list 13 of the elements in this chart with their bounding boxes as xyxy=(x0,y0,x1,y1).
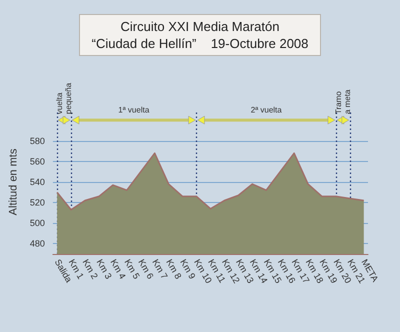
chart-subtitle: “Ciudad de Hellín” 19-Octubre 2008 xyxy=(92,36,308,51)
annotation: 2ª vuelta xyxy=(250,106,282,115)
y-tick-label: 540 xyxy=(30,177,45,187)
y-tick-label: 560 xyxy=(30,156,45,166)
y-tick-label: 580 xyxy=(30,136,45,146)
y-tick-label: 500 xyxy=(30,218,45,228)
y-axis-title: Altitud en mts xyxy=(8,148,20,216)
annotation: 1ª vuelta xyxy=(118,106,150,115)
y-tick-label: 480 xyxy=(30,238,45,249)
chart-title: Circuito XXI Media Maratón xyxy=(120,19,280,34)
annotation: vuelta pequeña xyxy=(55,82,74,114)
y-tick-label: 520 xyxy=(30,198,45,208)
annotation: Tramo a meta xyxy=(334,89,352,114)
